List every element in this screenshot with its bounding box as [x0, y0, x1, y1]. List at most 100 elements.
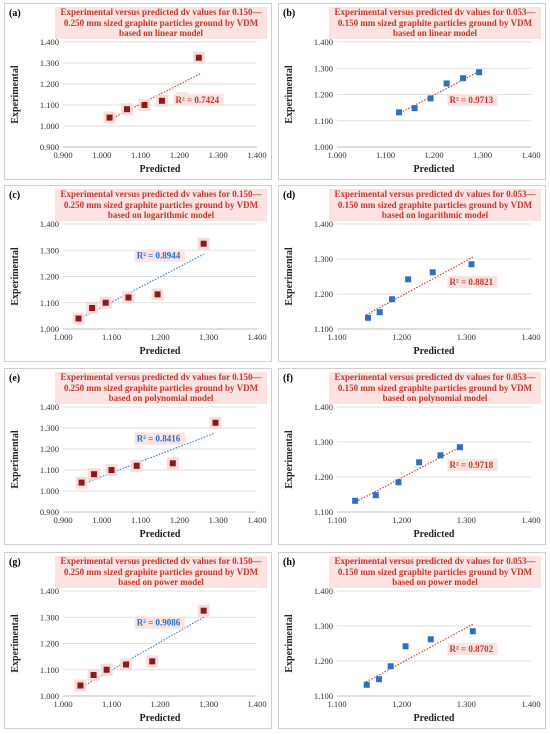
- y-tick-label: 1.100: [314, 507, 333, 517]
- y-tick-label: 1.300: [314, 437, 333, 447]
- x-tick-label: 1.200: [170, 150, 189, 160]
- x-tick-label: 1.300: [199, 699, 218, 709]
- y-tick-label: 1.100: [40, 665, 59, 675]
- y-axis-label: Experimental: [10, 430, 21, 489]
- panel-c: 1.000 1.100 1.200 1.300 1.400 1.000 1.100 1.200…: [4, 185, 272, 362]
- data-point: [102, 299, 109, 306]
- y-tick-label: 1.400: [314, 219, 333, 229]
- x-tick-label: 1.400: [247, 150, 266, 160]
- data-point: [411, 105, 418, 112]
- data-point: [460, 75, 467, 82]
- y-tick-label: 1.000: [40, 324, 59, 334]
- chart-title: Experimental versus predicted dv values …: [55, 7, 267, 39]
- x-tick-label: 0.900: [53, 515, 72, 525]
- data-point: [200, 240, 207, 247]
- data-point: [416, 459, 423, 466]
- chart-title: Experimental versus predicted dv values …: [55, 372, 267, 404]
- x-axis-label: Predicted: [140, 713, 181, 724]
- plot-d: 1.100 1.200 1.300 1.400 1.100 1.200 1.300 1.400…: [284, 219, 541, 357]
- panel-label: (h): [283, 557, 296, 568]
- data-point: [469, 628, 476, 635]
- trend-line: [397, 70, 481, 115]
- data-point: [158, 97, 165, 104]
- x-tick-label: 1.000: [92, 515, 111, 525]
- data-point: [443, 80, 450, 87]
- panel-label: (b): [283, 8, 296, 19]
- y-tick-label: 1.100: [40, 465, 59, 475]
- r-squared-background: [134, 249, 185, 262]
- y-tick-label: 1.300: [40, 58, 59, 68]
- y-tick-label: 1.300: [314, 254, 333, 264]
- data-point: [125, 294, 132, 301]
- x-tick-label: 1.100: [327, 699, 346, 709]
- r-squared-label: R² = 0.8416: [137, 434, 181, 444]
- data-point: [200, 607, 207, 614]
- panel-a: 0.900 1.000 1.100 1.200 1.300 1.400 0.900 1.000…: [4, 3, 272, 180]
- x-tick-label: 1.000: [53, 699, 72, 709]
- panel-label: (g): [9, 557, 21, 568]
- x-axis-label: Predicted: [414, 346, 455, 357]
- data-point: [456, 444, 463, 451]
- data-point: [395, 479, 402, 486]
- y-axis-label: Experimental: [10, 247, 21, 306]
- y-axis-label: Experimental: [10, 65, 21, 124]
- y-tick-label: 1.200: [40, 639, 59, 649]
- x-tick-label: 1.200: [150, 332, 169, 342]
- y-tick-label: 1.000: [40, 691, 59, 701]
- x-tick-label: 1.200: [150, 699, 169, 709]
- x-axis-label: Predicted: [140, 346, 181, 357]
- panel-e: 0.900 1.000 1.100 1.200 1.300 1.400 0.900 1.000…: [4, 368, 272, 545]
- x-tick-label: 1.100: [102, 332, 121, 342]
- r-squared-background: [447, 642, 498, 655]
- r-squared-label: R² = 0.7424: [176, 95, 220, 105]
- data-point: [91, 471, 98, 478]
- panel-label: (f): [283, 373, 293, 384]
- x-tick-label: 1.300: [457, 515, 476, 525]
- plot-c: 1.000 1.100 1.200 1.300 1.400 1.000 1.100 1.200…: [10, 219, 267, 357]
- y-tick-label: 0.900: [40, 507, 59, 517]
- data-point: [376, 309, 383, 316]
- panel-g: 1.000 1.100 1.200 1.300 1.400 1.000 1.100 1.200…: [4, 552, 272, 729]
- data-point: [388, 296, 395, 303]
- x-tick-label: 1.200: [392, 699, 411, 709]
- x-tick-label: 1.000: [327, 150, 346, 160]
- r-squared-background: [447, 275, 498, 288]
- data-point: [372, 492, 379, 499]
- r-squared-background: [134, 432, 185, 445]
- x-axis-label: Predicted: [414, 713, 455, 724]
- x-tick-label: 1.300: [457, 332, 476, 342]
- y-tick-label: 1.100: [314, 116, 333, 126]
- y-tick-label: 1.200: [314, 656, 333, 666]
- y-axis-label: Experimental: [284, 65, 295, 124]
- data-point: [376, 676, 383, 683]
- y-tick-label: 1.100: [314, 691, 333, 701]
- x-axis-label: Predicted: [140, 164, 181, 175]
- r-squared-label: R² = 0.9713: [450, 95, 494, 105]
- x-tick-label: 1.200: [392, 332, 411, 342]
- data-point: [90, 672, 97, 678]
- r-squared-label: R² = 0.8944: [137, 251, 181, 261]
- y-tick-label: 1.200: [314, 90, 333, 100]
- data-point: [149, 658, 156, 665]
- panel-label: (c): [9, 190, 21, 201]
- y-axis-label: Experimental: [10, 614, 21, 673]
- x-tick-label: 1.200: [392, 515, 411, 525]
- data-point: [405, 276, 412, 283]
- panel-d: 1.100 1.200 1.300 1.400 1.100 1.200 1.300 1.400…: [278, 185, 546, 362]
- data-point: [427, 636, 434, 643]
- r-squared-label: R² = 0.8821: [450, 277, 494, 287]
- data-point: [195, 54, 202, 61]
- data-point: [427, 95, 434, 102]
- x-axis-label: Predicted: [414, 164, 455, 175]
- x-tick-label: 1.100: [327, 515, 346, 525]
- trend-line: [352, 445, 464, 504]
- data-point: [212, 419, 219, 426]
- y-tick-label: 1.100: [40, 298, 59, 308]
- panel-label: (e): [9, 373, 21, 384]
- panel-b: 1.000 1.100 1.200 1.300 1.400 1.000 1.100 1.200…: [278, 3, 546, 180]
- data-point: [133, 462, 140, 469]
- r-squared-label: R² = 0.8702: [450, 644, 494, 654]
- x-tick-label: 1.100: [102, 699, 121, 709]
- y-tick-label: 1.100: [40, 100, 59, 110]
- x-tick-label: 1.300: [457, 699, 476, 709]
